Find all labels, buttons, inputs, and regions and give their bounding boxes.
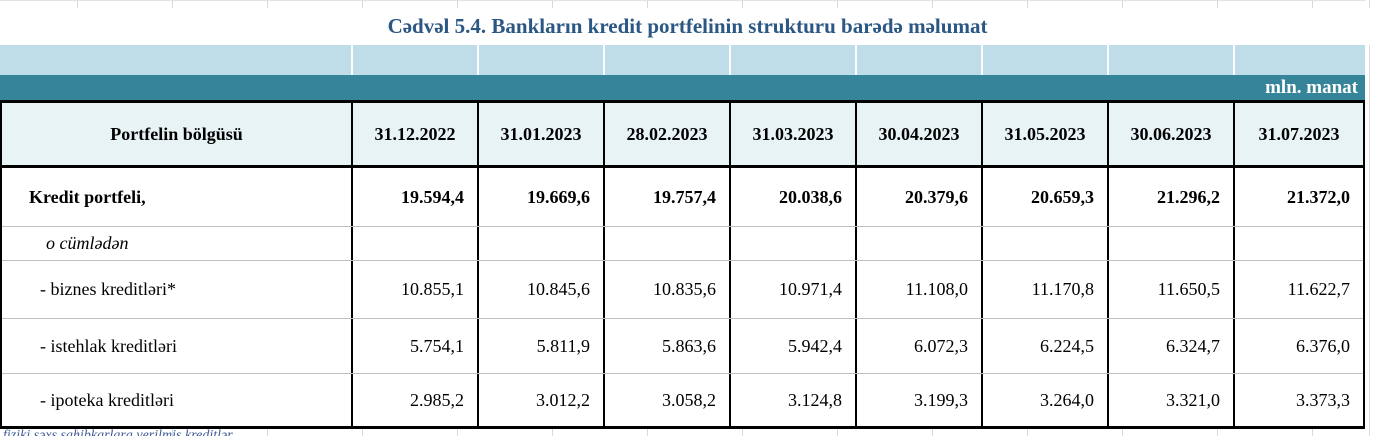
column-header-portfolio: Portfelin bölgüsü xyxy=(2,103,353,165)
table-row-istehlak-kreditleri: - istehlak kreditləri 5.754,1 5.811,9 5.… xyxy=(2,319,1363,374)
right-margin-gridline xyxy=(1369,0,1370,436)
column-header-date: 31.07.2023 xyxy=(1258,123,1340,144)
cell-value: 3.058,2 xyxy=(605,374,731,426)
column-header-date: 31.03.2023 xyxy=(731,103,857,165)
table-row-biznes-kreditleri: - biznes kreditləri* 10.855,1 10.845,6 1… xyxy=(2,261,1363,319)
cell-value: 10.835,6 xyxy=(605,261,731,318)
unit-band: mln. manat xyxy=(0,75,1365,100)
table-row-kredit-portfeli: Kredit portfeli, 19.594,4 19.669,6 19.75… xyxy=(2,168,1363,227)
column-header-date: 28.02.2023 xyxy=(605,103,731,165)
cell-value xyxy=(353,227,479,260)
cell-value xyxy=(857,227,983,260)
cell-value: 19.757,4 xyxy=(605,168,731,226)
cell-value: 10.855,1 xyxy=(353,261,479,318)
row-label: - istehlak kreditləri xyxy=(2,319,353,373)
band-cell xyxy=(1109,45,1235,75)
column-header-date: 31.01.2023 xyxy=(479,103,605,165)
band-cell xyxy=(857,45,983,75)
band-cell xyxy=(731,45,857,75)
cell-value: 3.373,3 xyxy=(1296,389,1350,410)
cell-value: 11.108,0 xyxy=(857,261,983,318)
cell-value: 20.379,6 xyxy=(857,168,983,226)
cell-value: 6.376,0 xyxy=(1296,335,1350,356)
cell-value xyxy=(1235,227,1363,260)
column-header-date: 30.04.2023 xyxy=(857,103,983,165)
bottom-grid-sliver xyxy=(0,429,1366,436)
cell-value: 3.012,2 xyxy=(479,374,605,426)
table-row-ipoteka-kreditleri: - ipoteka kreditləri 2.985,2 3.012,2 3.0… xyxy=(2,374,1363,426)
cell-value: 11.622,7 xyxy=(1287,279,1350,299)
top-grid-sliver xyxy=(0,0,1366,9)
cell-value: 19.594,4 xyxy=(353,168,479,226)
cell-value: 19.669,6 xyxy=(479,168,605,226)
cell-value: 21.372,0 xyxy=(1287,186,1350,207)
cell-value: 5.863,6 xyxy=(605,319,731,373)
column-header-date: 31.12.2022 xyxy=(353,103,479,165)
cell-value xyxy=(731,227,857,260)
table-footnote: fiziki şəxs sahibkarlara verilmiş kredit… xyxy=(3,428,233,436)
band-cell xyxy=(479,45,605,75)
cell-value: 3.124,8 xyxy=(731,374,857,426)
decorative-light-band xyxy=(0,45,1365,75)
band-cell xyxy=(353,45,479,75)
cell-value: 20.038,6 xyxy=(731,168,857,226)
cell-value: 3.199,3 xyxy=(857,374,983,426)
table-header-row: Portfelin bölgüsü 31.12.2022 31.01.2023 … xyxy=(2,103,1363,168)
table-row-o-cumleden: o cümlədən xyxy=(2,227,1363,261)
cell-value: 2.985,2 xyxy=(353,374,479,426)
column-header-date: 30.06.2023 xyxy=(1109,103,1235,165)
row-label: o cümlədən xyxy=(2,227,353,260)
cell-value: 20.659,3 xyxy=(983,168,1109,226)
credit-portfolio-table: Portfelin bölgüsü 31.12.2022 31.01.2023 … xyxy=(0,100,1365,429)
band-cell xyxy=(1235,45,1365,75)
table-title: Cədvəl 5.4. Bankların kredit portfelinin… xyxy=(0,8,1375,45)
row-label: Kredit portfeli, xyxy=(2,168,353,226)
cell-value: 3.321,0 xyxy=(1109,374,1235,426)
cell-value xyxy=(479,227,605,260)
band-cell xyxy=(0,45,353,75)
band-cell xyxy=(605,45,731,75)
cell-value: 10.845,6 xyxy=(479,261,605,318)
band-cell xyxy=(983,45,1109,75)
column-header-date: 31.05.2023 xyxy=(983,103,1109,165)
cell-value: 5.811,9 xyxy=(479,319,605,373)
row-label: - biznes kreditləri* xyxy=(2,261,353,318)
row-label: - ipoteka kreditləri xyxy=(2,374,353,426)
unit-label: mln. manat xyxy=(1265,76,1358,98)
cell-value: 11.170,8 xyxy=(983,261,1109,318)
cell-value: 21.296,2 xyxy=(1109,168,1235,226)
cell-value: 11.650,5 xyxy=(1109,261,1235,318)
cell-value: 5.942,4 xyxy=(731,319,857,373)
cell-value xyxy=(1109,227,1235,260)
cell-value: 6.072,3 xyxy=(857,319,983,373)
cell-value xyxy=(983,227,1109,260)
cell-value: 6.224,5 xyxy=(983,319,1109,373)
cell-value: 5.754,1 xyxy=(353,319,479,373)
cell-value: 3.264,0 xyxy=(983,374,1109,426)
cell-value xyxy=(605,227,731,260)
cell-value: 10.971,4 xyxy=(731,261,857,318)
cell-value: 6.324,7 xyxy=(1109,319,1235,373)
